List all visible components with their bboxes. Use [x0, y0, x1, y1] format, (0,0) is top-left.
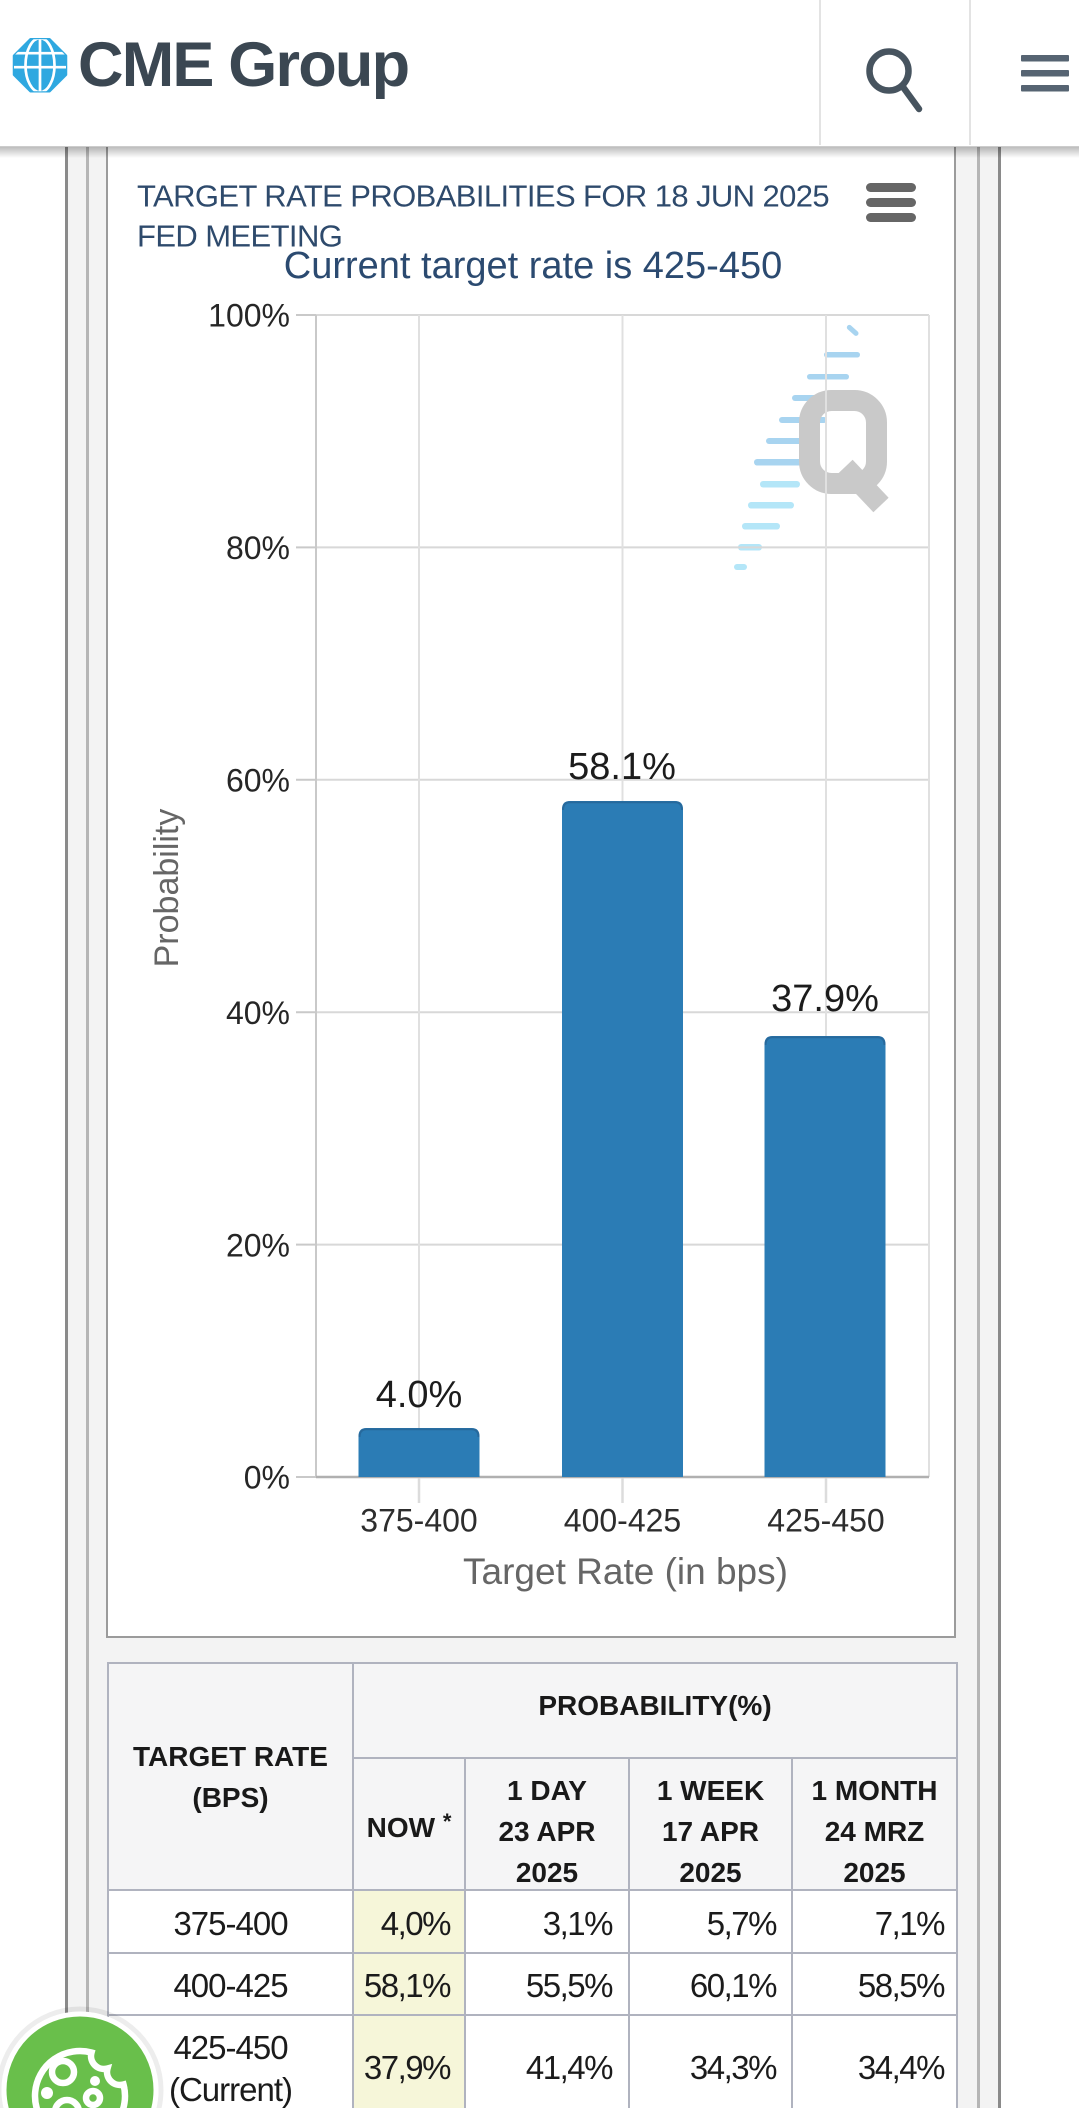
svg-text:40%: 40% — [226, 995, 290, 1031]
svg-text:FED MEETING: FED MEETING — [137, 219, 342, 254]
svg-text:Probability: Probability — [148, 809, 186, 968]
svg-text:20%: 20% — [226, 1227, 290, 1263]
svg-text:Current target rate is 425-450: Current target rate is 425-450 — [284, 245, 783, 287]
svg-text:Target Rate (in bps): Target Rate (in bps) — [463, 1551, 788, 1592]
svg-text:58.1%: 58.1% — [568, 746, 676, 788]
svg-text:400-425: 400-425 — [564, 1503, 681, 1539]
svg-text:100%: 100% — [208, 298, 290, 334]
svg-text:425-450: 425-450 — [767, 1503, 884, 1539]
svg-text:0%: 0% — [244, 1460, 290, 1496]
svg-text:60%: 60% — [226, 763, 290, 799]
svg-text:37.9%: 37.9% — [771, 978, 879, 1020]
svg-text:80%: 80% — [226, 530, 290, 566]
svg-text:375-400: 375-400 — [360, 1503, 477, 1539]
svg-text:4.0%: 4.0% — [376, 1374, 463, 1416]
svg-text:TARGET RATE PROBABILITIES FOR: TARGET RATE PROBABILITIES FOR 18 JUN 202… — [137, 179, 829, 214]
